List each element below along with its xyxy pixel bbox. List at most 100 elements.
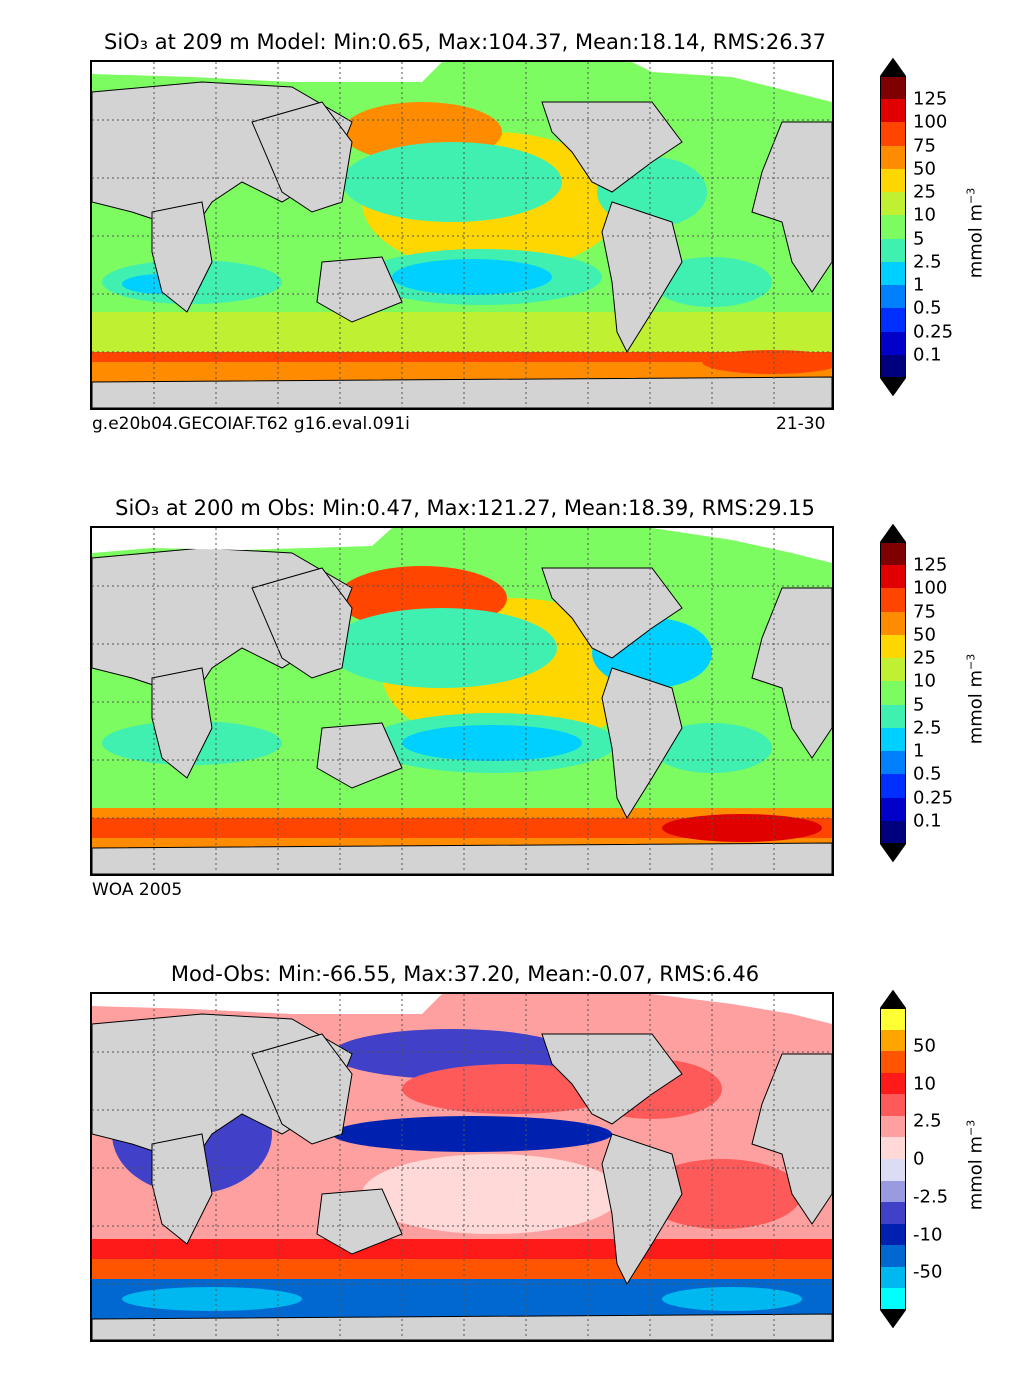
colorbar-segment: [880, 1115, 906, 1138]
colorbar-extend-min: [880, 1310, 906, 1328]
colorbar: 125 100 75 50 25 10 5 2.5 1 0.5 0.25 0.1: [880, 524, 953, 862]
ocean-patch: [662, 1287, 802, 1311]
colorbar-segment: [880, 1245, 906, 1268]
colorbar-segment: [880, 542, 906, 566]
land-africa-east: [151, 201, 213, 313]
colorbar-segment: [880, 1288, 906, 1311]
land-asia: [251, 1033, 353, 1145]
colorbar-segment: [880, 1159, 906, 1182]
panel-title: SiO₃ at 200 m Obs: Min:0.47, Max:121.27,…: [115, 496, 815, 520]
colorbar-tick-label: 5: [913, 228, 925, 250]
colorbar-unit: mmol m−3: [964, 653, 987, 745]
ocean-patch: [702, 350, 832, 374]
panel-title: SiO₃ at 209 m Model: Min:0.65, Max:104.3…: [103, 30, 827, 54]
colorbar-segment: [880, 76, 906, 100]
colorbar-tick-label: 50: [913, 158, 936, 180]
colorbar-segment: [880, 634, 906, 659]
ocean-patch: [362, 1154, 622, 1234]
colorbar-tick-label: 0: [913, 1148, 925, 1170]
colorbar-tick-label: -2.5: [913, 1186, 949, 1208]
colorbar-extend-max: [880, 58, 906, 76]
ice-areas: [92, 528, 832, 563]
ocean-patch: [332, 1116, 612, 1152]
colorbar-segment: [880, 354, 906, 379]
colorbar-tick-label: -10: [913, 1224, 943, 1245]
colorbar-tick-label: 125: [913, 88, 948, 110]
colorbar-segment: [880, 145, 906, 170]
colorbar-segment: [880, 1137, 906, 1160]
colorbar-tick-label: 2.5: [913, 251, 942, 273]
land-north-america: [541, 567, 683, 659]
colorbar-segment: [880, 1029, 906, 1052]
ocean-patch: [327, 608, 557, 688]
colorbar-segment: [880, 1072, 906, 1095]
ocean-patch: [402, 725, 582, 761]
ocean-band: [92, 312, 832, 352]
colorbar-segment: [880, 261, 906, 286]
colorbar-segment: [880, 1094, 906, 1117]
footer-right: 21-30: [776, 414, 826, 434]
colorbar-extend-min: [880, 844, 906, 862]
colorbar-tick-label: 5: [913, 694, 925, 716]
colorbar-segment: [880, 1008, 906, 1031]
land-australia: [316, 256, 403, 323]
land-australia: [316, 1188, 403, 1255]
colorbar-tick-label: 125: [913, 554, 948, 576]
gridlines: [92, 994, 832, 1340]
ocean-patch: [342, 142, 562, 222]
colorbar-tick-label: 0.5: [913, 297, 942, 319]
colorbar-tick-label: 0.1: [913, 344, 942, 366]
colorbar-segment: [880, 588, 906, 613]
land-north-america: [541, 101, 683, 193]
colorbar-tick-label: 100: [913, 577, 948, 599]
colorbar-tick-label: 1: [913, 740, 925, 762]
ocean-patch: [642, 1159, 802, 1229]
colorbar-tick-label: 0.25: [913, 321, 954, 343]
colorbar-segment: [880, 99, 906, 123]
land-asia: [251, 101, 353, 213]
colorbar-segment: [880, 1180, 906, 1203]
colorbar: 125 100 75 50 25 10 5 2.5 1 0.5 0.25 0.1: [880, 58, 953, 396]
colorbar-tick-label: 25: [913, 181, 936, 203]
colorbar-segment: [880, 215, 906, 240]
colorbar-tick-label: 75: [913, 601, 936, 623]
colorbar-segment: [880, 1266, 906, 1289]
land-antarctica: [92, 1313, 832, 1340]
colorbar-segment: [880, 751, 906, 775]
colorbar: 50 10 2.5 0 -2.5 -10 -50: [880, 990, 948, 1328]
panel-title: Mod-Obs: Min:-66.55, Max:37.20, Mean:-0.…: [170, 962, 760, 986]
land-africa-east: [151, 1133, 213, 1245]
map-model: [90, 60, 834, 410]
colorbar-segment: [880, 565, 906, 589]
ocean-patch: [662, 814, 822, 842]
colorbar-tick-label: 1: [913, 274, 925, 296]
map-diff: [90, 992, 834, 1342]
land-africa-east: [151, 667, 213, 779]
colorbar-segment: [880, 611, 906, 636]
colorbar-tick-label: -50: [913, 1261, 943, 1283]
map-svg: [92, 994, 832, 1340]
colorbar-tick-label: 10: [913, 1073, 936, 1094]
colorbar-segment: [880, 1202, 906, 1225]
colorbar-tick-label: 2.5: [913, 1110, 942, 1132]
colorbar-segment: [880, 681, 906, 706]
ocean-band: [92, 818, 832, 838]
colorbar-segment: [880, 192, 906, 216]
colorbar-segment: [880, 1223, 906, 1246]
land-asia: [251, 567, 353, 679]
footer-left: WOA 2005: [92, 880, 183, 900]
colorbar-tick-label: 75: [913, 135, 936, 157]
map-svg: [92, 62, 832, 408]
map-svg: [92, 528, 832, 874]
ocean-band: [92, 352, 832, 362]
land-antarctica: [92, 376, 832, 408]
colorbar-tick-label: 50: [913, 1035, 936, 1057]
colorbar-segment: [880, 727, 906, 752]
colorbar-segment: [880, 168, 906, 193]
ice-areas: [92, 994, 832, 1024]
colorbar-segment: [880, 331, 906, 356]
colorbar-tick-label: 2.5: [913, 717, 942, 739]
colorbar-segment: [880, 658, 906, 682]
colorbar-unit: mmol m−3: [964, 187, 987, 279]
colorbar-segment: [880, 797, 906, 822]
